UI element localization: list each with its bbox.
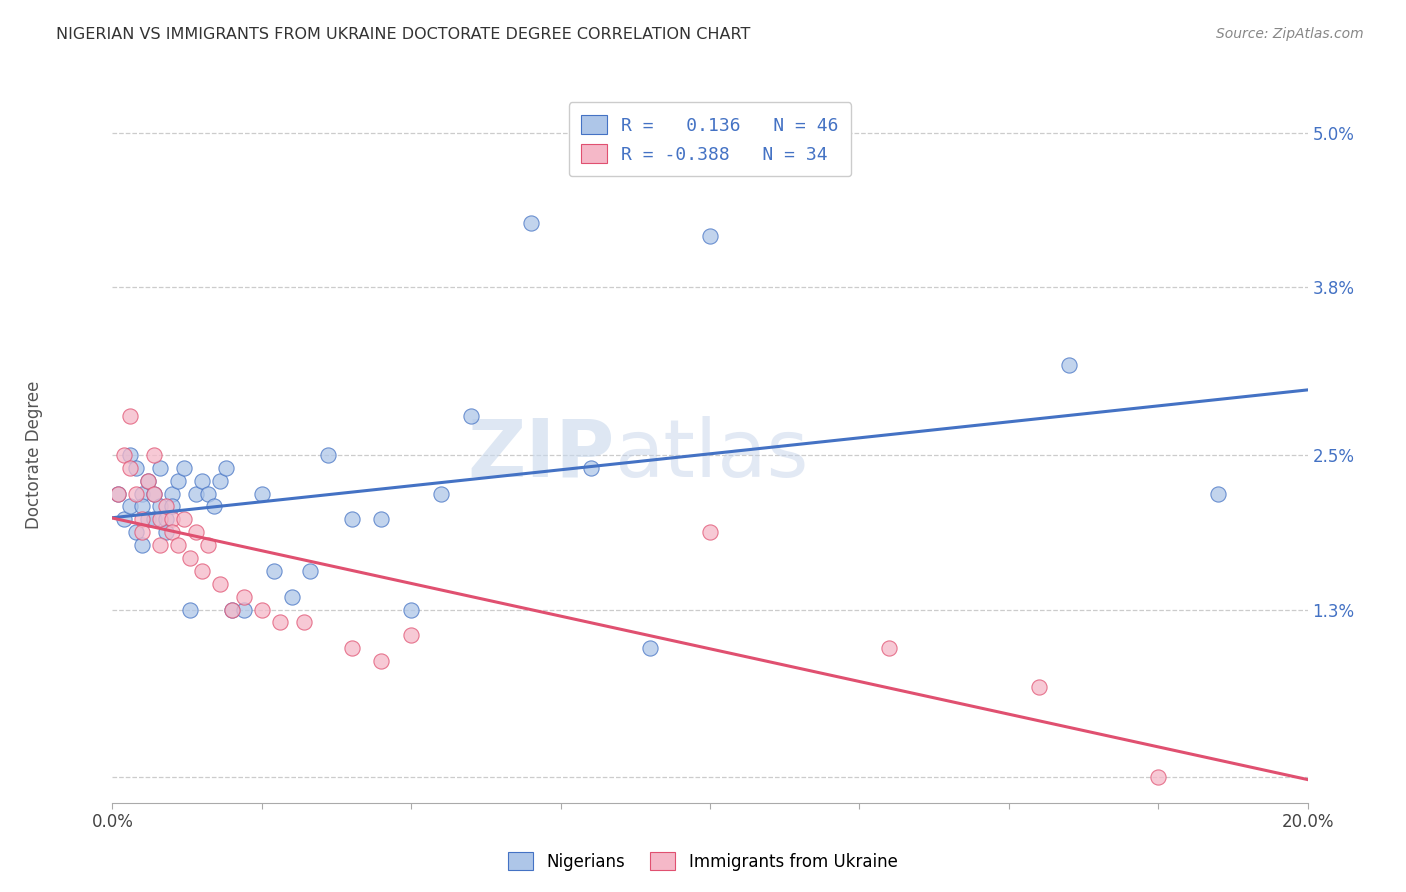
Point (202, 500, 225, 514)
Point (221, 602, 243, 616)
Point (107, 486, 129, 500)
Point (579, 460, 602, 475)
Point (149, 512, 172, 526)
Point (209, 576, 232, 591)
Text: ZIP: ZIP (467, 416, 614, 494)
Point (114, 512, 135, 526)
Point (149, 538, 172, 552)
Point (149, 500, 172, 514)
Point (186, 525, 208, 540)
Point (120, 500, 142, 514)
Point (138, 474, 160, 488)
Point (149, 460, 172, 475)
Text: NIGERIAN VS IMMIGRANTS FROM UKRAINE DOCTORATE DEGREE CORRELATION CHART: NIGERIAN VS IMMIGRANTS FROM UKRAINE DOCT… (56, 27, 751, 42)
Point (460, 409, 482, 424)
Point (131, 512, 153, 526)
Point (114, 448, 135, 462)
Point (155, 525, 177, 540)
Point (155, 500, 177, 514)
Point (155, 512, 177, 526)
Point (107, 486, 129, 500)
Point (186, 486, 208, 500)
Point (120, 409, 142, 424)
Point (1057, 358, 1080, 372)
Point (370, 512, 392, 526)
Point (125, 525, 148, 540)
Point (131, 500, 153, 514)
Point (221, 602, 243, 616)
Point (340, 512, 363, 526)
Point (292, 615, 315, 630)
Point (197, 486, 219, 500)
Text: Source: ZipAtlas.com: Source: ZipAtlas.com (1216, 27, 1364, 41)
Point (215, 460, 238, 475)
Point (281, 590, 304, 604)
Text: atlas: atlas (614, 416, 808, 494)
Point (520, 216, 543, 230)
Point (120, 448, 142, 462)
Point (401, 628, 423, 642)
Point (1028, 680, 1050, 694)
Point (138, 474, 160, 488)
Point (250, 486, 273, 500)
Point (640, 641, 662, 656)
Point (269, 615, 291, 630)
Point (131, 486, 153, 500)
Point (401, 602, 423, 616)
Point (250, 602, 273, 616)
Point (143, 512, 166, 526)
Legend: R =   0.136   N = 46, R = -0.388   N = 34: R = 0.136 N = 46, R = -0.388 N = 34 (569, 103, 851, 177)
Point (1206, 486, 1229, 500)
Point (167, 538, 190, 552)
Point (162, 525, 183, 540)
Point (370, 654, 392, 668)
Point (143, 486, 166, 500)
Legend: Nigerians, Immigrants from Ukraine: Nigerians, Immigrants from Ukraine (501, 844, 905, 880)
Point (197, 538, 219, 552)
Point (430, 486, 453, 500)
Point (162, 500, 183, 514)
Point (138, 512, 160, 526)
Point (143, 486, 166, 500)
Point (125, 486, 148, 500)
Point (131, 538, 153, 552)
Point (298, 564, 321, 578)
Point (162, 512, 183, 526)
Point (131, 525, 153, 540)
Point (699, 525, 721, 540)
Point (191, 564, 214, 578)
Point (233, 602, 256, 616)
Point (173, 512, 195, 526)
Point (191, 474, 214, 488)
Point (1147, 770, 1170, 784)
Point (143, 448, 166, 462)
Point (120, 460, 142, 475)
Point (233, 590, 256, 604)
Point (125, 460, 148, 475)
Point (209, 474, 232, 488)
Point (167, 474, 190, 488)
Point (879, 641, 901, 656)
Point (263, 564, 285, 578)
Y-axis label: Doctorate Degree: Doctorate Degree (25, 381, 44, 529)
Point (179, 551, 201, 566)
Point (173, 460, 195, 475)
Point (699, 228, 721, 243)
Point (162, 486, 183, 500)
Point (316, 448, 339, 462)
Point (179, 602, 201, 616)
Point (340, 641, 363, 656)
